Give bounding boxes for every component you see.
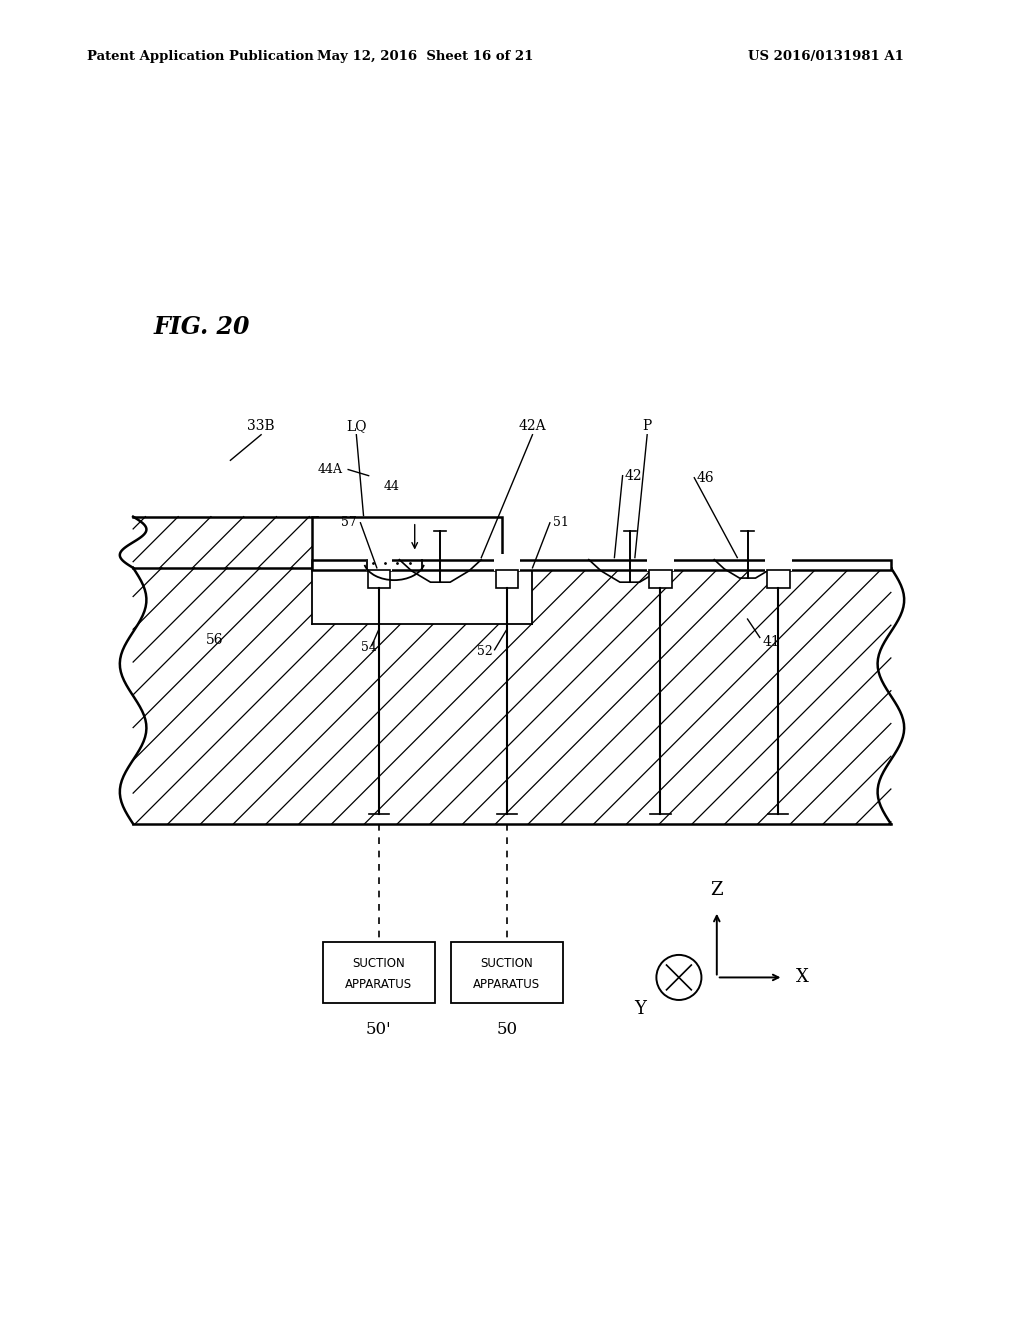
Text: FIG. 20: FIG. 20	[154, 315, 250, 339]
Text: 46: 46	[696, 471, 714, 484]
Text: 33B: 33B	[248, 418, 274, 433]
Text: May 12, 2016  Sheet 16 of 21: May 12, 2016 Sheet 16 of 21	[316, 50, 534, 63]
Text: 50: 50	[497, 1022, 517, 1039]
Text: 41: 41	[763, 635, 780, 648]
Text: US 2016/0131981 A1: US 2016/0131981 A1	[748, 50, 903, 63]
Bar	[496, 570, 518, 589]
Text: LQ: LQ	[346, 418, 367, 433]
Text: Patent Application Publication: Patent Application Publication	[87, 50, 313, 63]
Bar	[133, 568, 891, 824]
Bar	[649, 570, 672, 589]
Text: 57: 57	[341, 516, 356, 529]
Text: 54: 54	[360, 642, 377, 655]
Text: APPARATUS: APPARATUS	[473, 978, 541, 991]
Bar	[312, 568, 532, 624]
Text: 50': 50'	[366, 1022, 392, 1039]
Text: Y: Y	[634, 1001, 646, 1018]
Text: Z: Z	[711, 880, 723, 899]
Text: 52: 52	[477, 645, 493, 659]
Text: P: P	[642, 418, 652, 433]
Text: 44: 44	[384, 479, 400, 492]
Bar	[767, 570, 790, 589]
Bar	[312, 516, 502, 568]
Bar	[451, 941, 563, 1003]
Text: SUCTION: SUCTION	[352, 957, 406, 970]
Bar	[323, 941, 435, 1003]
Text: 56: 56	[206, 632, 224, 647]
Text: SUCTION: SUCTION	[480, 957, 534, 970]
Text: 51: 51	[553, 516, 569, 529]
Bar	[312, 560, 891, 570]
Text: X: X	[796, 969, 809, 986]
Bar	[133, 516, 317, 568]
Text: APPARATUS: APPARATUS	[345, 978, 413, 991]
Text: 42A: 42A	[519, 418, 546, 433]
Bar	[647, 553, 674, 572]
Bar	[368, 570, 390, 589]
Circle shape	[656, 954, 701, 1001]
Text: 42: 42	[625, 469, 642, 483]
Bar	[765, 553, 792, 572]
Bar	[494, 553, 520, 572]
Bar	[366, 553, 392, 572]
Text: 44A: 44A	[318, 463, 343, 477]
